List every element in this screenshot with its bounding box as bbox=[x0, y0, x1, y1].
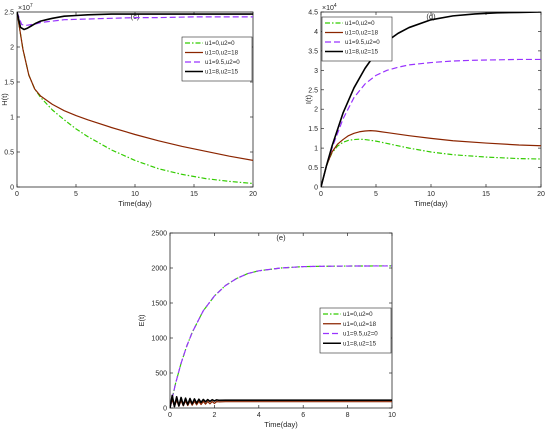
y-tick-label: 1500 bbox=[151, 301, 167, 308]
x-tick-label: 15 bbox=[482, 191, 490, 198]
panel-label: (e) bbox=[276, 233, 286, 242]
series-line-4 bbox=[321, 12, 541, 187]
panel-c: 0 5 10 15 20 0 0.5 1 1.5 2 2.5 ×107 (c) Time(day) H(t)… bbox=[0, 3, 257, 208]
x-tick-label: 6 bbox=[301, 412, 305, 419]
series-group bbox=[170, 265, 392, 408]
y-tick-label: 2.5 bbox=[308, 87, 318, 94]
panel-label: (c) bbox=[131, 12, 140, 21]
legend-entry: u1=0,u2=18 bbox=[205, 50, 239, 57]
y-tick-label: 0.5 bbox=[4, 150, 14, 157]
y-axis-label: E(t) bbox=[137, 314, 146, 327]
y-axis-label: I(t) bbox=[304, 94, 313, 104]
legend-box bbox=[319, 307, 392, 354]
legend-entry: u1=8,u2=15 bbox=[205, 69, 239, 76]
series-line-3 bbox=[321, 58, 541, 187]
x-tick-label: 10 bbox=[427, 191, 435, 198]
y-tick-label: 1 bbox=[10, 115, 14, 122]
panel-label: (d) bbox=[426, 12, 436, 21]
x-tick-label: 0 bbox=[168, 412, 172, 419]
series-line-3 bbox=[170, 265, 392, 408]
series-line-4 bbox=[17, 12, 253, 31]
legend-entry: u1=9.5,u2=0 bbox=[343, 331, 378, 338]
y-tick-label: 3.5 bbox=[308, 48, 318, 55]
legend-entry: u1=0,u2=18 bbox=[343, 321, 377, 328]
y-tick-label: 0.5 bbox=[308, 165, 318, 172]
x-tick-label: 5 bbox=[374, 191, 378, 198]
x-tick-label: 20 bbox=[249, 191, 257, 198]
series-group bbox=[321, 12, 541, 187]
legend-entry: u1=0,u2=18 bbox=[345, 30, 379, 37]
series-line-1 bbox=[170, 265, 392, 408]
x-tick-label: 0 bbox=[15, 191, 19, 198]
legend-box bbox=[321, 16, 393, 62]
series-group bbox=[17, 12, 253, 185]
y-tick-label: 3 bbox=[314, 68, 318, 75]
legend-entry: u1=0,u2=0 bbox=[343, 311, 373, 318]
series-line-1 bbox=[321, 138, 541, 187]
legend-box bbox=[181, 36, 253, 82]
legend-entry: u1=9.5,u2=0 bbox=[345, 39, 380, 46]
y-tick-label: 0 bbox=[314, 185, 318, 192]
panel-d: 0 5 10 15 20 0 0.5 1 1.5 2 2.5 3 3.5 4 4.5 ×104 (d) Time(… bbox=[304, 3, 545, 208]
y-tick-label: 1.5 bbox=[308, 126, 318, 133]
x-tick-label: 15 bbox=[190, 191, 198, 198]
legend-entry: u1=9.5,u2=0 bbox=[205, 59, 240, 66]
x-tick-label: 10 bbox=[131, 191, 139, 198]
legend: u1=0,u2=0 u1=0,u2=18 u1=9.5,u2=0 u1=8,u2=15 bbox=[181, 36, 253, 82]
x-tick-label: 8 bbox=[346, 412, 350, 419]
y-tick-label: 1000 bbox=[151, 336, 167, 343]
y-exponent-label: ×104 bbox=[322, 3, 337, 12]
y-tick-label: 4 bbox=[314, 29, 318, 36]
y-tick-label: 2000 bbox=[151, 266, 167, 273]
y-tick-label: 2.5 bbox=[4, 10, 14, 17]
x-tick-label: 2 bbox=[212, 412, 216, 419]
y-tick-label: 0 bbox=[163, 406, 167, 413]
x-tick-label: 10 bbox=[388, 412, 396, 419]
y-tick-label: 2 bbox=[10, 45, 14, 52]
y-tick-label: 500 bbox=[155, 371, 167, 378]
y-tick-label: 1 bbox=[314, 146, 318, 153]
legend: u1=0,u2=0 u1=0,u2=18 u1=9.5,u2=0 u1=8,u2=15 bbox=[321, 16, 393, 62]
x-axis-label: Time(day) bbox=[264, 420, 298, 429]
legend-entry: u1=0,u2=0 bbox=[205, 40, 235, 47]
x-tick-label: 4 bbox=[257, 412, 261, 419]
x-tick-label: 20 bbox=[537, 191, 545, 198]
y-tick-label: 4.5 bbox=[308, 10, 318, 17]
series-line-2 bbox=[17, 12, 253, 161]
x-axis-label: Time(day) bbox=[118, 199, 152, 208]
y-exponent-label: ×107 bbox=[18, 3, 33, 12]
panel-e: 0 2 4 6 8 10 0 500 1000 1500 2000 2500 (e) Time(day) E… bbox=[137, 231, 396, 430]
x-tick-label: 0 bbox=[319, 191, 323, 198]
y-tick-label: 1.5 bbox=[4, 80, 14, 87]
legend: u1=0,u2=0 u1=0,u2=18 u1=9.5,u2=0 u1=8,u2=15 bbox=[319, 307, 392, 354]
y-axis-label: H(t) bbox=[0, 93, 9, 106]
legend-entry: u1=8,u2=15 bbox=[343, 340, 377, 347]
x-axis-label: Time(day) bbox=[414, 199, 448, 208]
y-tick-label: 0 bbox=[10, 185, 14, 192]
series-line-3 bbox=[17, 12, 253, 26]
legend-entry: u1=0,u2=0 bbox=[345, 20, 375, 27]
y-tick-label: 2500 bbox=[151, 231, 167, 238]
y-tick-label: 2 bbox=[314, 107, 318, 114]
series-line-1 bbox=[17, 12, 253, 185]
series-line-4 bbox=[170, 394, 392, 408]
series-line-2 bbox=[321, 130, 541, 187]
legend-entry: u1=8,u2=15 bbox=[345, 49, 379, 56]
x-tick-label: 5 bbox=[74, 191, 78, 198]
